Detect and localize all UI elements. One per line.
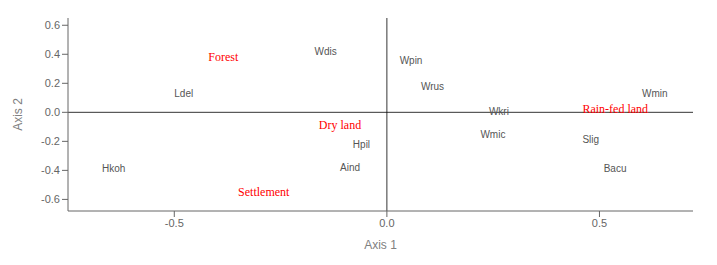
svg-text:Settlement: Settlement: [238, 185, 290, 199]
svg-text:0.2: 0.2: [45, 77, 60, 89]
svg-text:Wpin: Wpin: [400, 55, 423, 66]
svg-text:Axis 2: Axis 2: [11, 98, 25, 131]
svg-text:Ldel: Ldel: [174, 88, 193, 99]
svg-text:Hkoh: Hkoh: [102, 163, 125, 174]
svg-text:-0.2: -0.2: [41, 135, 60, 147]
svg-text:Axis 1: Axis 1: [364, 238, 397, 252]
svg-text:Wrus: Wrus: [421, 81, 444, 92]
svg-text:-0.4: -0.4: [41, 164, 60, 176]
svg-text:-0.6: -0.6: [41, 193, 60, 205]
svg-text:Wkri: Wkri: [489, 106, 509, 117]
svg-text:Dry land: Dry land: [319, 118, 361, 132]
svg-text:0.6: 0.6: [45, 19, 60, 31]
svg-text:Wmin: Wmin: [642, 88, 668, 99]
svg-text:Rain-fed land: Rain-fed land: [582, 102, 648, 116]
svg-text:Aind: Aind: [340, 162, 360, 173]
svg-text:Forest: Forest: [208, 50, 239, 64]
svg-text:Wmic: Wmic: [480, 129, 505, 140]
svg-text:0.5: 0.5: [592, 217, 607, 229]
svg-text:0.0: 0.0: [379, 217, 394, 229]
svg-text:0.4: 0.4: [45, 48, 60, 60]
svg-text:Bacu: Bacu: [604, 163, 627, 174]
svg-text:Hpil: Hpil: [353, 139, 370, 150]
svg-text:Wdis: Wdis: [315, 46, 337, 57]
svg-text:-0.5: -0.5: [165, 217, 184, 229]
svg-text:0.0: 0.0: [45, 106, 60, 118]
svg-text:Slig: Slig: [582, 134, 599, 145]
